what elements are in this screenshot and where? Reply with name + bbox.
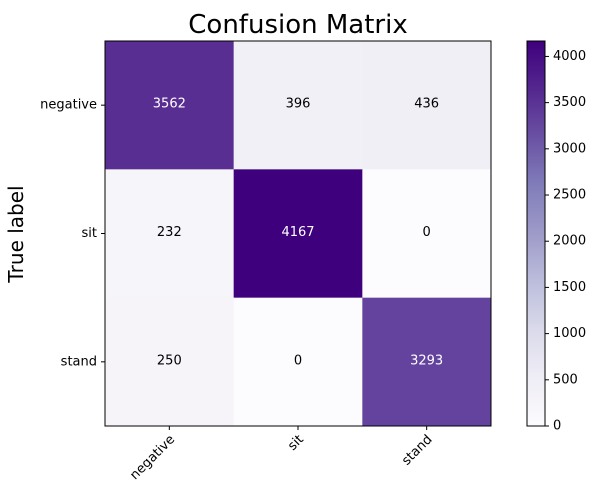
chart-title: Confusion Matrix [188,10,407,40]
x-axis-ticks: negative sit stand [127,426,435,483]
y-tick-label: stand [61,354,97,369]
y-tick-label: sit [82,226,97,241]
colorbar-ticks: 0 500 1000 1500 2000 2500 3000 3500 4000 [545,49,586,434]
x-tick-label: sit [285,432,307,454]
matrix-cell-labels: 3562 396 436 232 4167 0 250 0 3293 [153,97,443,369]
y-tick-label: negative [40,98,97,113]
colorbar-tick-label: 2500 [553,188,586,203]
matrix-cell [105,297,235,427]
colorbar [526,40,546,427]
matrix-cell [233,169,363,299]
matrix-cell [362,169,492,299]
cell-value-label: 3562 [153,97,186,112]
colorbar-tick-label: 1500 [553,280,586,295]
y-axis-ticks: negative sit stand [40,98,105,369]
cell-value-label: 3293 [410,353,443,368]
cell-value-label: 0 [294,353,302,368]
colorbar-tick-label: 3500 [553,95,586,110]
cell-value-label: 4167 [281,225,314,240]
colorbar-tick-label: 500 [553,372,578,387]
cell-value-label: 0 [423,225,431,240]
colorbar-tick-label: 0 [553,419,561,434]
colorbar-tick-label: 4000 [553,49,586,64]
cell-value-label: 436 [414,97,439,112]
matrix-cell [105,41,235,170]
matrix-cell [105,169,235,299]
cell-value-label: 396 [286,97,311,112]
matrix-cell [233,41,363,170]
matrix-cells [105,41,492,427]
matrix-cell [362,297,492,427]
matrix-cell [362,41,492,170]
cell-value-label: 232 [157,225,182,240]
y-axis-label: True label [4,185,28,283]
colorbar-tick-label: 2000 [553,234,586,249]
colorbar-tick-label: 1000 [553,326,586,341]
colorbar-tick-label: 3000 [553,141,586,156]
x-tick-label: stand [399,432,435,468]
x-tick-label: negative [127,432,178,483]
matrix-cell [233,297,363,427]
cell-value-label: 250 [157,353,182,368]
